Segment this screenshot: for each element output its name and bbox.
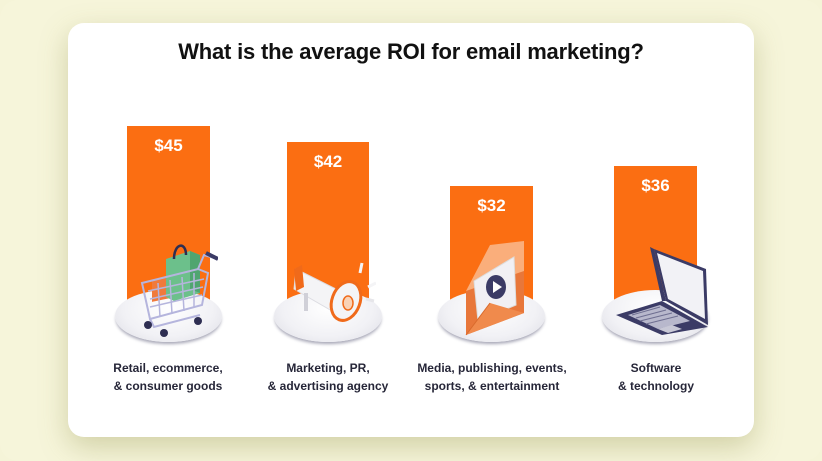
chart-card: What is the average ROI for email market… bbox=[68, 23, 754, 437]
category-label: Software & technology bbox=[617, 361, 694, 393]
category-label: Media, publishing, events, sports, & ent… bbox=[417, 361, 567, 393]
bar-value-label: $36 bbox=[641, 176, 670, 195]
bar-value-label: $32 bbox=[477, 196, 506, 215]
category-label: Retail, ecommerce, & consumer goods bbox=[113, 361, 223, 393]
megaphone-icon bbox=[293, 262, 376, 322]
shopping-cart-icon bbox=[140, 244, 218, 337]
laptop-icon bbox=[616, 247, 708, 335]
bar-group-marketing: $42 Marketing, PR, & advertising agency bbox=[68, 23, 754, 437]
bar-group-software: $36 Software & technology bbox=[68, 23, 754, 437]
video-email-icon bbox=[465, 241, 524, 336]
bar-group-media: $32 Media, publishing, events, sports, &… bbox=[68, 23, 754, 437]
bar-group-retail: $45 Retail, ecommerce, & consumer goods bbox=[68, 23, 754, 437]
bar-value-label: $42 bbox=[313, 152, 343, 171]
bar-value-label: $45 bbox=[154, 136, 183, 155]
chart-title: What is the average ROI for email market… bbox=[178, 39, 644, 64]
category-label: Marketing, PR, & advertising agency bbox=[267, 361, 389, 393]
